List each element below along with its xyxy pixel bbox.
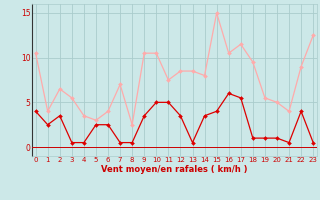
X-axis label: Vent moyen/en rafales ( km/h ): Vent moyen/en rafales ( km/h )	[101, 165, 248, 174]
